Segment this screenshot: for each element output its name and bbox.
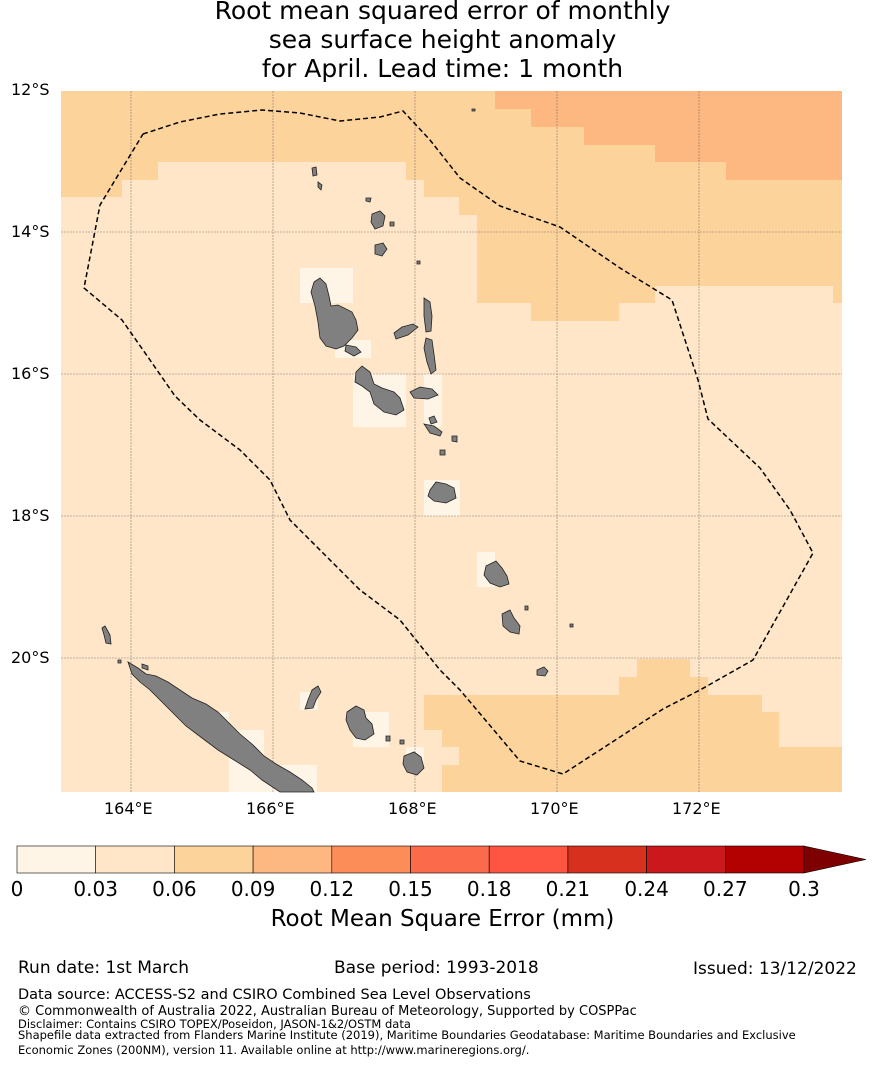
island-aneityum [536,666,549,677]
island-malo [344,344,362,357]
shapefile-credit-2: Economic Zones (200NM), version 11. Avai… [18,1043,530,1057]
colorbar-tick-label: 0.15 [388,877,433,901]
island-vanua-lava [370,210,386,230]
title-line-1: Root mean squared error of monthly [214,0,671,25]
colorbar-bin [567,845,647,874]
island-aniwa [524,605,529,611]
island-walpole [399,739,405,745]
shading-bin4-northeast [495,91,842,180]
shading-bin3-south [424,659,842,792]
colorbar-label: Root Mean Square Error (mm) [270,906,615,932]
island-small-north-2 [141,663,149,671]
island-epi [423,423,443,437]
island-espiritu-santo [310,277,359,350]
colorbar-bin [252,845,333,874]
colorbar-tick-label: 0.21 [545,877,591,901]
shading-cell [424,374,442,427]
lat-label-18s: 18°S [11,506,50,525]
lon-label-172e: 172°E [672,799,721,818]
shading-bin3-northwest [61,91,842,321]
eez-boundary [83,109,814,775]
base-period: Base period: 1993-2018 [334,958,539,978]
lat-label-20s: 20°S [11,648,50,667]
lat-label-12s: 12°S [11,80,50,99]
lon-label-168e: 168°E [388,799,437,818]
island-torres [311,166,318,177]
colorbar-tick-label: 0.06 [152,877,197,901]
gridlines [61,91,842,792]
island-small-banks [389,221,395,227]
disclaimer: Disclaimer: Contains CSIRO TOPEX/Poseido… [18,1017,411,1031]
colorbar [16,845,867,874]
island-paama [428,415,438,425]
data-source: Data source: ACCESS-S2 and CSIRO Combine… [18,987,531,1003]
island-tanna [501,609,521,635]
island-malekula [354,365,405,416]
colorbar-tick-label: 0.09 [230,877,276,901]
colorbar-bin [331,845,411,874]
island-small-mid [416,260,421,265]
island-ouvea [304,685,322,710]
island-tongoa [451,435,458,443]
island-ambae [393,323,419,340]
island-new-caledonia [127,661,315,793]
island-small-north [117,659,122,664]
island-tongariki [439,449,446,456]
island-small-east [471,108,476,112]
colorbar-bin [410,845,490,874]
lat-label-16s: 16°S [11,364,50,383]
land-masses [101,108,574,793]
lon-label-166e: 166°E [246,799,295,818]
colorbar-bin [646,845,726,874]
island-efate [427,481,457,504]
run-date: Run date: 1st March [18,958,190,978]
colorbar-extend-arrow [803,845,867,874]
lat-label-14s: 14°S [11,222,50,241]
island-mare [402,751,425,776]
island-belep [101,625,112,645]
island-ambrym [409,386,439,400]
colorbar-bin [174,845,254,874]
title-line-2: sea surface height anomaly [268,25,617,54]
island-futuna [569,623,574,628]
lon-label-170e: 170°E [530,799,579,818]
copyright: © Commonwealth of Australia 2022, Austra… [18,1004,637,1019]
island-ureparapara [365,197,372,203]
title-line-3: for April. Lead time: 1 month [261,54,624,83]
map-panel [61,91,842,793]
colorbar-bin [95,845,175,874]
colorbar-tick-label: 0.27 [703,877,748,901]
map-title: Root mean squared error of monthly sea s… [0,0,885,83]
island-pentecost [423,337,437,375]
colorbar-bin [724,845,805,874]
colorbar-tick-label: 0.12 [309,877,355,901]
colorbar-bin [488,845,569,874]
island-torres-2 [317,181,323,191]
island-maewo [423,297,433,333]
colorbar-tick-label: 0.03 [73,877,118,901]
colorbar-tick-label: 0.3 [788,877,820,901]
rmse-map [16,91,867,874]
shapefile-credit-1: Shapefile data extracted from Flanders M… [18,1028,796,1042]
island-erromango [483,560,510,588]
colorbar-bin [16,845,96,874]
colorbar-tick-label: 0 [10,877,24,901]
island-lifou [345,705,375,741]
colorbar-tick-label: 0.18 [466,877,512,901]
colorbar-tick-label: 0.24 [624,877,669,901]
lon-label-164e: 164°E [104,799,153,818]
island-tiga [385,735,391,742]
island-gaua [374,242,388,257]
issued-date: Issued: 13/12/2022 [693,959,857,979]
